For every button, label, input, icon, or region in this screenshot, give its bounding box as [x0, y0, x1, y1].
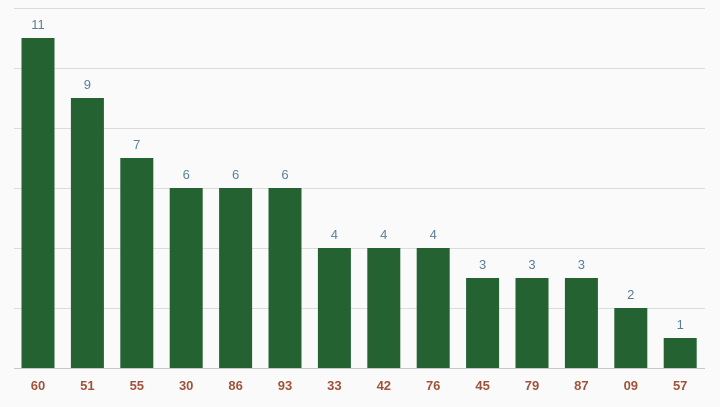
- x-tick-label-60: 60: [31, 378, 45, 393]
- bar-60[interactable]: [21, 38, 55, 368]
- bar-87[interactable]: [564, 278, 598, 368]
- grid-lines: [14, 8, 705, 369]
- bars: [21, 38, 697, 368]
- bar-33[interactable]: [317, 248, 351, 368]
- bar-51[interactable]: [70, 98, 104, 368]
- bar-30[interactable]: [169, 188, 203, 368]
- value-label-87: 3: [578, 257, 585, 272]
- value-label-57: 1: [677, 317, 684, 332]
- bar-86[interactable]: [219, 188, 253, 368]
- x-tick-label-33: 33: [327, 378, 341, 393]
- bar-45[interactable]: [466, 278, 500, 368]
- x-tick-label-86: 86: [228, 378, 242, 393]
- x-tick-label-57: 57: [673, 378, 687, 393]
- bar-93[interactable]: [268, 188, 302, 368]
- value-label-45: 3: [479, 257, 486, 272]
- value-label-55: 7: [133, 137, 140, 152]
- x-tick-label-45: 45: [475, 378, 489, 393]
- x-tick-label-55: 55: [130, 378, 144, 393]
- x-tick-label-09: 09: [624, 378, 638, 393]
- value-labels: 11 9 7 6 6 6 4 4 4 3 3 3 2 1: [31, 17, 684, 332]
- x-tick-label-87: 87: [574, 378, 588, 393]
- value-label-79: 3: [528, 257, 535, 272]
- bar-42[interactable]: [367, 248, 401, 368]
- bar-76[interactable]: [416, 248, 450, 368]
- x-tick-label-42: 42: [377, 378, 391, 393]
- value-label-86: 6: [232, 167, 239, 182]
- bar-55[interactable]: [120, 158, 154, 368]
- bar-79[interactable]: [515, 278, 549, 368]
- bar-09[interactable]: [614, 308, 648, 368]
- value-label-42: 4: [380, 227, 387, 242]
- value-label-33: 4: [331, 227, 338, 242]
- value-label-93: 6: [281, 167, 288, 182]
- x-tick-label-93: 93: [278, 378, 292, 393]
- value-label-09: 2: [627, 287, 634, 302]
- value-label-30: 6: [183, 167, 190, 182]
- x-tick-label-79: 79: [525, 378, 539, 393]
- x-tick-label-51: 51: [80, 378, 94, 393]
- bar-57[interactable]: [663, 338, 697, 368]
- x-tick-label-76: 76: [426, 378, 440, 393]
- x-tick-label-30: 30: [179, 378, 193, 393]
- value-label-76: 4: [430, 227, 437, 242]
- value-label-51: 9: [84, 77, 91, 92]
- value-label-60: 11: [31, 17, 45, 32]
- x-tick-labels: 60 51 55 30 86 93 33 42 76 45 79 87 09 57: [31, 378, 688, 393]
